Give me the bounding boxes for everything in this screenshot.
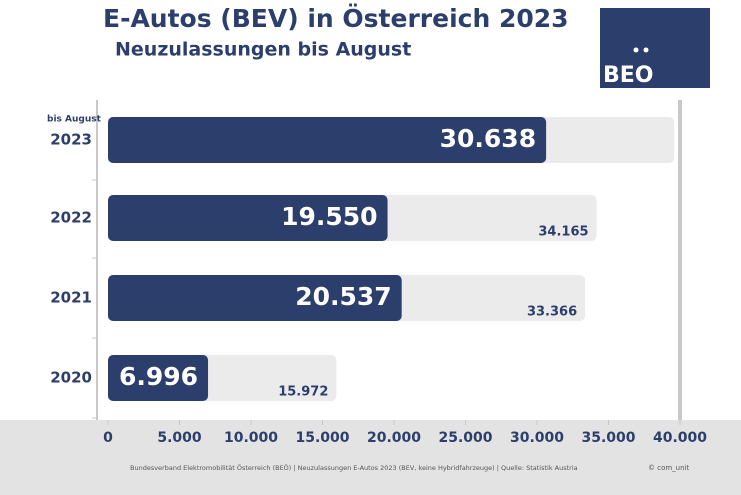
value-label: 19.550 — [281, 202, 377, 231]
bar — [108, 275, 402, 321]
x-tick-label: 25.000 — [438, 430, 492, 446]
value-label: 15.972 — [278, 385, 328, 400]
chart-title: E-Autos (BEV) in Österreich 2023 — [103, 3, 569, 33]
y-tick-label: 2021 — [50, 289, 92, 307]
source: Bundesverband Elektromobilität Österreic… — [130, 463, 578, 472]
bar — [108, 195, 388, 241]
x-tick-label: 30.000 — [510, 430, 564, 446]
footer-band — [0, 420, 741, 495]
y-tick-label: 2023 — [50, 131, 92, 149]
x-tick-label: 35.000 — [581, 430, 635, 446]
logo-dot — [633, 47, 639, 53]
annotation: bis August — [47, 115, 102, 125]
logo-box — [600, 8, 710, 88]
bar — [108, 117, 547, 163]
value-label: 33.366 — [527, 305, 577, 320]
chart-subtitle: Neuzulassungen bis August — [115, 39, 411, 61]
x-tick-label: 0 — [103, 430, 113, 446]
logo-dot — [643, 47, 649, 53]
value-label: 34.165 — [538, 225, 588, 240]
y-tick-label: 2022 — [50, 209, 92, 227]
x-tick-label: 20.000 — [367, 430, 421, 446]
x-tick-label: 15.000 — [295, 430, 349, 446]
value-label: 6.996 — [119, 362, 198, 391]
credit: © com_unit — [648, 464, 689, 472]
logo-text: BEO — [603, 63, 654, 88]
value-label: 20.537 — [295, 282, 391, 311]
x-tick-label: 10.000 — [224, 430, 278, 446]
x-tick-label: 40.000 — [653, 430, 707, 446]
bar — [108, 355, 209, 401]
y-tick-label: 2020 — [50, 369, 92, 387]
value-label: 30.638 — [440, 124, 536, 153]
x-tick-label: 5.000 — [157, 430, 202, 446]
